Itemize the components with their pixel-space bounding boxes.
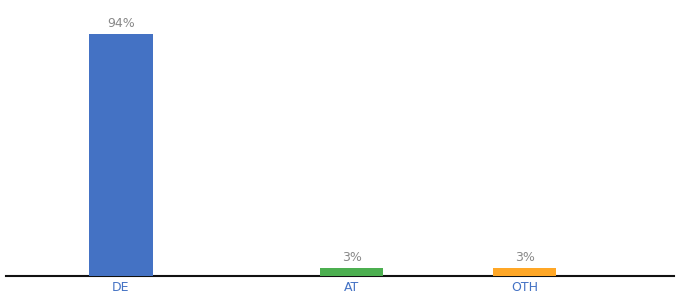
Text: 3%: 3% <box>341 251 362 264</box>
Text: 3%: 3% <box>515 251 534 264</box>
Text: 94%: 94% <box>107 17 135 30</box>
Bar <box>493 268 556 276</box>
Bar <box>320 268 384 276</box>
Bar <box>89 34 152 276</box>
